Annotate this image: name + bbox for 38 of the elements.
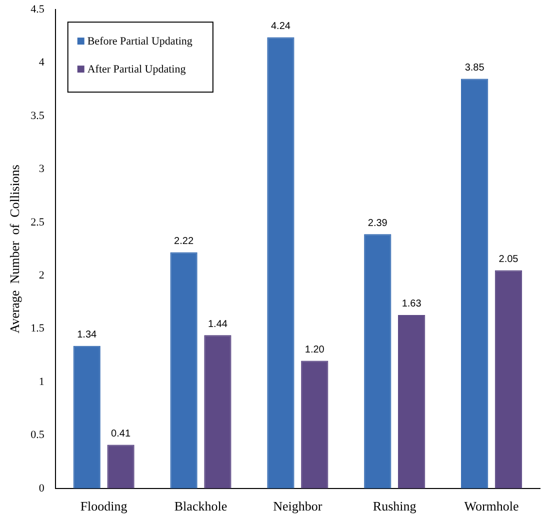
x-tick-label: Rushing xyxy=(372,498,417,514)
data-label: 1.34 xyxy=(77,330,98,341)
data-label: 2.39 xyxy=(368,218,388,229)
bar xyxy=(494,270,522,488)
bar xyxy=(398,314,426,488)
bar xyxy=(107,444,134,488)
data-label: 2.22 xyxy=(174,236,194,247)
data-label: 0.41 xyxy=(111,428,131,440)
data-label: 1.20 xyxy=(304,344,325,356)
y-axis-title: Average Number of Collisions xyxy=(7,164,22,334)
y-tick-label: 1 xyxy=(38,376,44,388)
y-tick-label: 0 xyxy=(38,482,45,494)
bar xyxy=(170,252,198,488)
x-tick-label: Flooding xyxy=(80,498,128,514)
y-tick-label: 2 xyxy=(38,269,44,282)
data-label: 2.05 xyxy=(498,254,519,266)
x-tick-label: Wormhole xyxy=(464,498,520,514)
bar xyxy=(267,37,294,488)
data-label: 1.63 xyxy=(402,298,422,310)
data-label: 4.24 xyxy=(270,21,291,32)
bar xyxy=(364,234,392,488)
legend-label: After Partial Updating xyxy=(87,63,186,76)
bar xyxy=(461,78,488,488)
bar xyxy=(204,335,232,488)
y-tick-label: 0.5 xyxy=(30,429,45,442)
y-tick-label: 3.5 xyxy=(30,110,45,122)
bar xyxy=(73,346,100,488)
data-label: 1.44 xyxy=(208,318,228,330)
y-tick-label: 4.5 xyxy=(30,3,45,16)
bar xyxy=(301,360,328,488)
y-tick-label: 4 xyxy=(38,56,45,69)
y-tick-label: 3 xyxy=(38,163,45,176)
x-tick-label: Blackhole xyxy=(174,498,228,514)
y-tick-label: 2.5 xyxy=(30,216,45,228)
y-tick-label: 1.5 xyxy=(30,322,45,335)
data-label: 3.85 xyxy=(464,62,485,74)
legend-label: Before Partial Updating xyxy=(87,35,193,48)
x-tick-label: Neighbor xyxy=(273,498,323,514)
